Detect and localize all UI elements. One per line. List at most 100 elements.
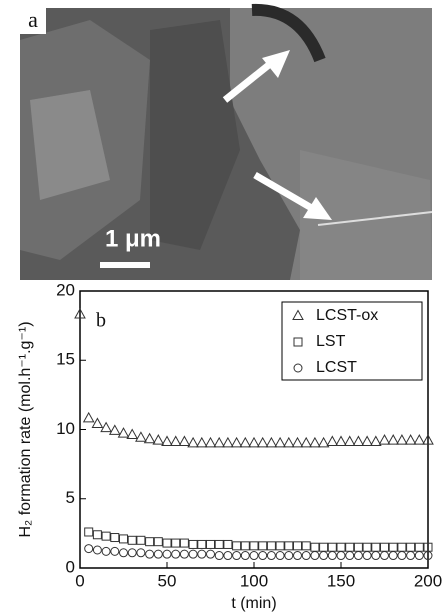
square-marker	[327, 542, 337, 552]
legend-label: LCST	[316, 359, 357, 376]
panel-label: b	[96, 310, 106, 332]
x-tick-label: 100	[240, 571, 268, 590]
triangle-marker	[300, 436, 313, 448]
triangle-marker	[309, 436, 321, 448]
circle-marker	[293, 551, 302, 561]
circle-marker	[101, 546, 111, 556]
triangle-marker	[291, 436, 304, 448]
circle-marker	[223, 551, 233, 561]
circle-marker	[397, 551, 407, 561]
triangle-marker	[265, 436, 278, 448]
circle-marker	[345, 551, 355, 561]
square-marker	[258, 541, 268, 551]
circle-marker	[406, 551, 416, 561]
x-axis-label: t (min)	[231, 595, 276, 612]
y-tick-label: 5	[66, 488, 75, 507]
legend-marker	[293, 337, 303, 347]
square-marker	[371, 542, 381, 552]
circle-marker	[380, 551, 389, 561]
triangle-marker	[108, 424, 121, 435]
circle-marker	[232, 551, 242, 561]
chart: 0 50 100 150 200 0 5 10 15 20 t (min) H₂ formation …	[17, 280, 442, 612]
triangle-marker	[204, 436, 217, 448]
triangle-marker	[195, 436, 208, 448]
circle-marker	[162, 549, 172, 559]
triangle-marker	[74, 308, 86, 319]
triangle-marker	[82, 411, 95, 423]
triangle-marker	[335, 435, 347, 446]
square-marker	[301, 541, 311, 551]
square-marker	[240, 541, 250, 551]
circle-marker	[414, 551, 424, 561]
x-tick-label: 50	[158, 571, 177, 590]
square-marker	[249, 541, 259, 551]
circle-marker	[353, 551, 363, 561]
square-marker	[414, 542, 424, 552]
square-marker	[84, 527, 94, 537]
triangle-marker	[239, 436, 252, 448]
triangle-marker	[222, 436, 234, 448]
triangle-marker	[117, 427, 130, 438]
circle-marker	[336, 551, 346, 561]
square-marker	[397, 542, 407, 552]
triangle-marker	[404, 434, 417, 445]
circle-marker	[301, 551, 311, 561]
square-marker	[119, 534, 128, 544]
circle-marker	[284, 551, 294, 561]
square-marker	[284, 541, 294, 551]
triangle-marker	[91, 417, 104, 428]
square-marker	[362, 542, 372, 552]
legend-label: LCST-ox	[316, 307, 378, 324]
circle-marker	[214, 551, 224, 561]
triangle-marker	[178, 435, 191, 446]
circle-marker	[145, 549, 155, 559]
triangle-marker	[135, 431, 147, 442]
circle-marker	[266, 551, 276, 561]
circle-marker	[249, 551, 259, 561]
circle-marker	[153, 549, 163, 559]
triangle-marker	[282, 436, 295, 448]
triangle-marker	[343, 435, 356, 446]
square-marker	[310, 542, 320, 552]
triangle-marker	[387, 434, 400, 445]
triangle-marker	[143, 432, 156, 444]
square-marker	[171, 538, 181, 548]
triangle-marker	[361, 435, 373, 446]
square-marker	[336, 542, 346, 552]
triangle-marker	[126, 428, 139, 440]
square-marker	[179, 538, 189, 548]
y-axis-label: H₂ formation rate (mol.h⁻¹.g⁻¹)	[17, 321, 34, 537]
circle-marker	[110, 546, 120, 556]
triangle-marker	[187, 436, 199, 448]
triangle-marker	[152, 434, 165, 445]
triangle-marker	[326, 435, 339, 446]
square-marker	[293, 541, 302, 551]
legend-marker	[292, 309, 304, 320]
legend-box	[281, 301, 423, 381]
circle-marker	[275, 551, 285, 561]
square-marker	[153, 537, 163, 547]
triangle-marker	[352, 435, 365, 446]
square-marker	[223, 539, 233, 549]
legend-label: LST	[316, 333, 346, 350]
circle-marker	[119, 548, 128, 558]
triangle-marker	[256, 436, 269, 448]
circle-marker	[310, 551, 320, 561]
triangle-marker	[161, 435, 173, 446]
scale-bar-label: 1 μm	[105, 225, 161, 252]
square-marker	[353, 542, 363, 552]
square-marker	[206, 539, 215, 549]
triangle-marker	[317, 436, 330, 448]
triangle-marker	[274, 436, 286, 448]
circle-marker	[327, 551, 337, 561]
circle-marker	[84, 544, 94, 554]
sem-image: a 1 μm	[20, 3, 433, 280]
square-marker	[406, 542, 416, 552]
circle-marker	[319, 551, 329, 561]
circle-marker	[92, 545, 102, 555]
square-marker	[319, 542, 329, 552]
circle-marker	[258, 551, 268, 561]
triangle-marker	[422, 434, 434, 445]
square-marker	[214, 539, 224, 549]
circle-marker	[371, 551, 381, 561]
